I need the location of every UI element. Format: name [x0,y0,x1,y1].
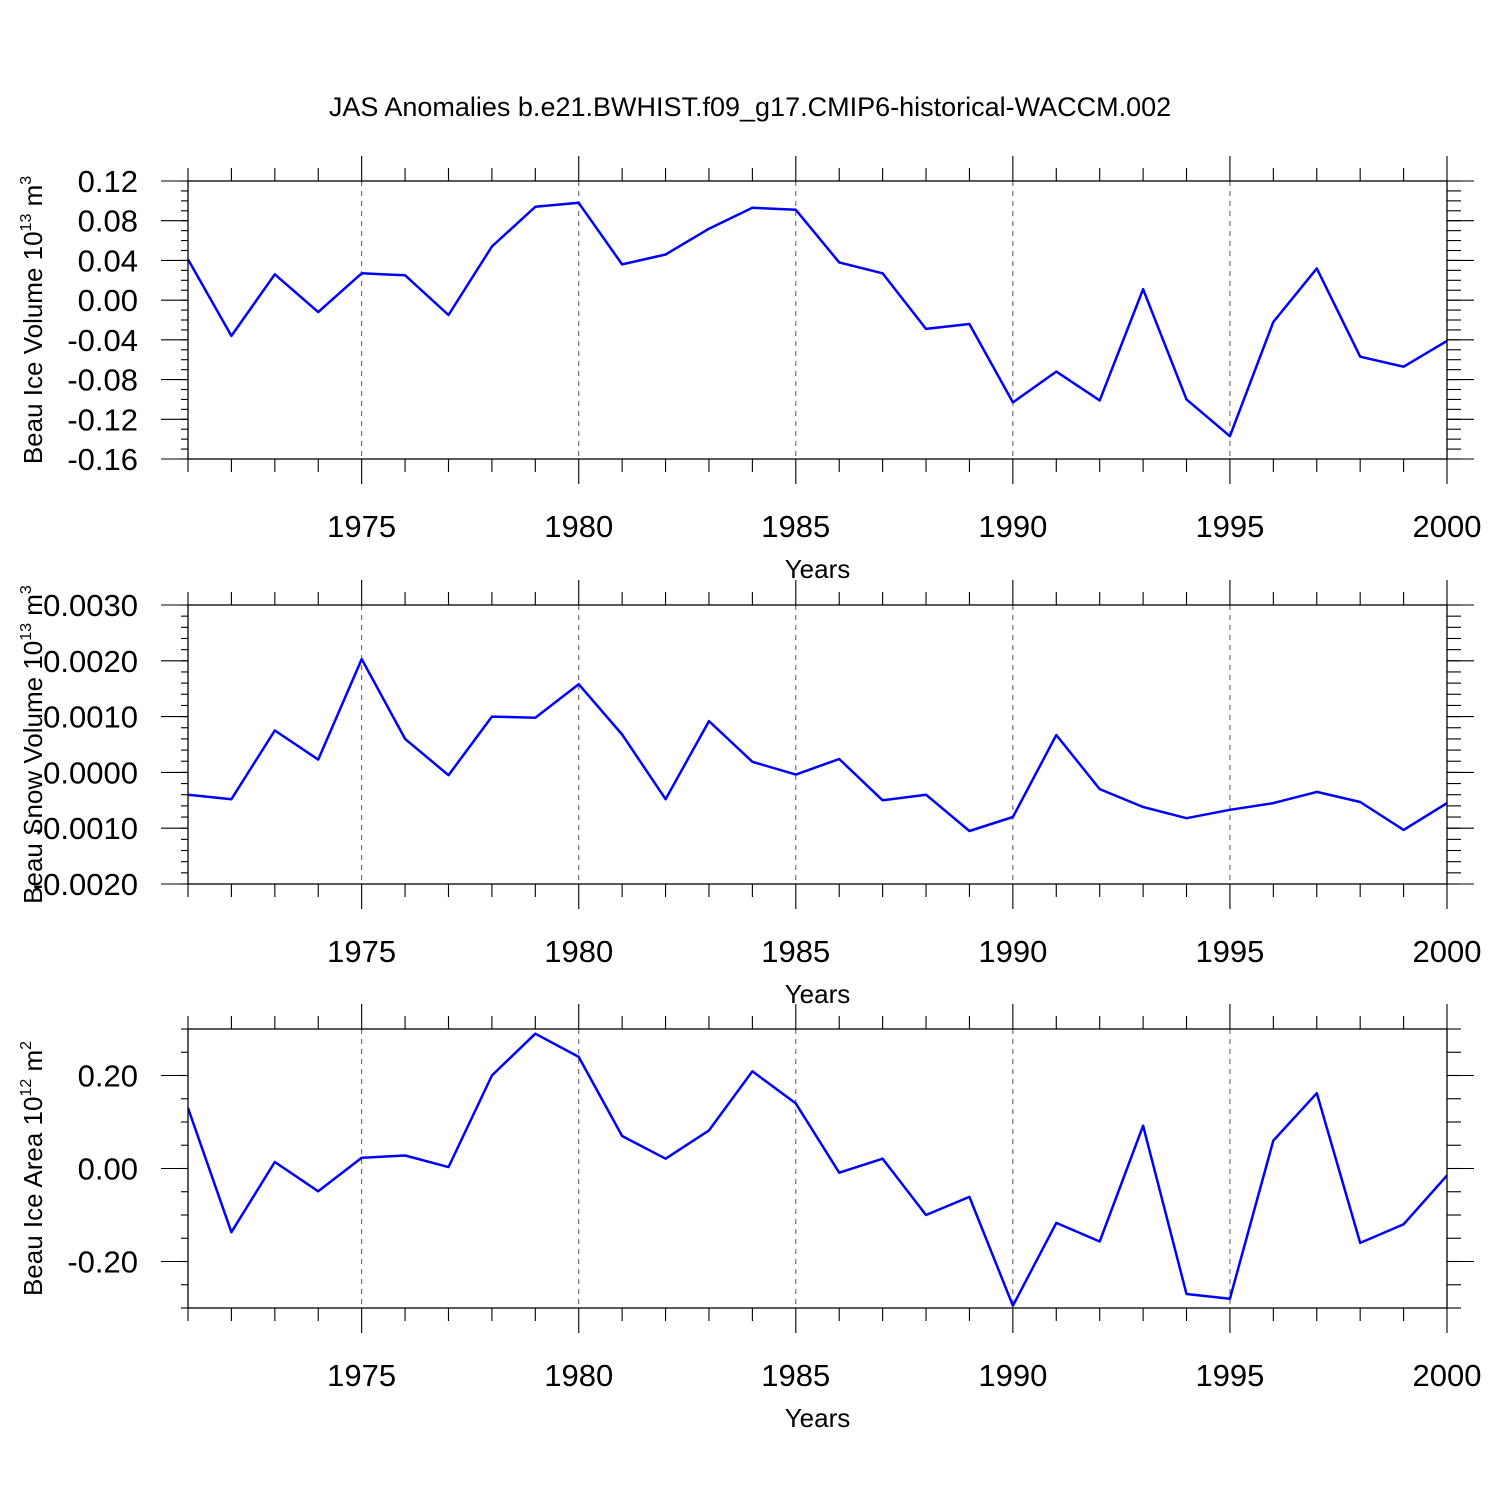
series-line-ice-volume [188,201,1447,438]
x-tick-label: 1990 [978,934,1047,969]
y-tick-label: 0.0000 [43,755,138,790]
y-tick-label: -0.12 [67,402,138,437]
y-tick-label: 0.0010 [43,700,138,735]
y-axis-title: Beau Ice Volume 1013 m3 [18,176,48,464]
y-tick-label: -0.16 [67,442,138,477]
x-tick-label: 1985 [761,509,830,544]
y-tick-label: -0.08 [67,363,138,398]
y-tick-label: 0.12 [78,164,138,199]
series-line-snow-volume [188,657,1447,833]
x-tick-label: 1995 [1195,509,1264,544]
x-tick-label: 2000 [1413,934,1482,969]
plot-frame [187,1028,1448,1309]
panel-snow-volume: 0.0030 0.0020 0.0010 0.0000 -0.0010 -0.0020 19… [18,580,1481,1009]
x-tick-label: 1975 [327,509,396,544]
x-tick-label: 1995 [1195,1358,1264,1393]
y-tick-label: -0.0020 [33,867,138,902]
plot-frame [187,180,1448,460]
y-tick-label: 0.04 [78,243,138,278]
chart-title: JAS Anomalies b.e21.BWHIST.f09_g17.CMIP6… [329,92,1171,122]
x-axis-title: Years [785,979,851,1009]
x-tick-label: 1985 [761,1358,830,1393]
x-tick-label: 1990 [978,1358,1047,1393]
y-tick-label: 0.20 [78,1059,138,1094]
y-tick-label: -0.20 [67,1245,138,1280]
x-tick-label: 1975 [327,1358,396,1393]
y-tick-label: 0.0030 [43,588,138,623]
x-tick-label: 1995 [1195,934,1264,969]
x-tick-label: 1980 [544,934,613,969]
x-axis-title: Years [785,554,851,584]
x-tick-label: 1990 [978,509,1047,544]
panel-ice-area: 0.20 0.00 -0.20 1975 1980 1985 1990 1995 2000 Yea… [18,1004,1481,1433]
x-tick-label: 1975 [327,934,396,969]
x-axis-title: Years [785,1403,851,1433]
x-tick-label: 2000 [1413,1358,1482,1393]
x-tick-label: 1985 [761,934,830,969]
y-tick-label: -0.04 [67,323,138,358]
plot-frame [187,604,1448,885]
y-tick-label: 0.08 [78,204,138,239]
y-tick-label: 0.00 [78,1152,138,1187]
x-tick-label: 1980 [544,509,613,544]
y-tick-label: 0.0020 [43,644,138,679]
x-tick-label: 1980 [544,1358,613,1393]
y-axis-title: Beau Ice Area 1012 m2 [18,1041,48,1296]
series-line-ice-area [188,1032,1447,1307]
panel-ice-volume: 0.12 0.08 0.04 0.00 -0.04 -0.08 -0.12 -0.16 1975… [18,156,1481,584]
y-tick-label: 0.00 [78,283,138,318]
y-axis-title: Beau Snow Volume 1013 m3 [18,585,48,904]
x-tick-label: 2000 [1413,509,1482,544]
y-tick-label: -0.0010 [33,811,138,846]
